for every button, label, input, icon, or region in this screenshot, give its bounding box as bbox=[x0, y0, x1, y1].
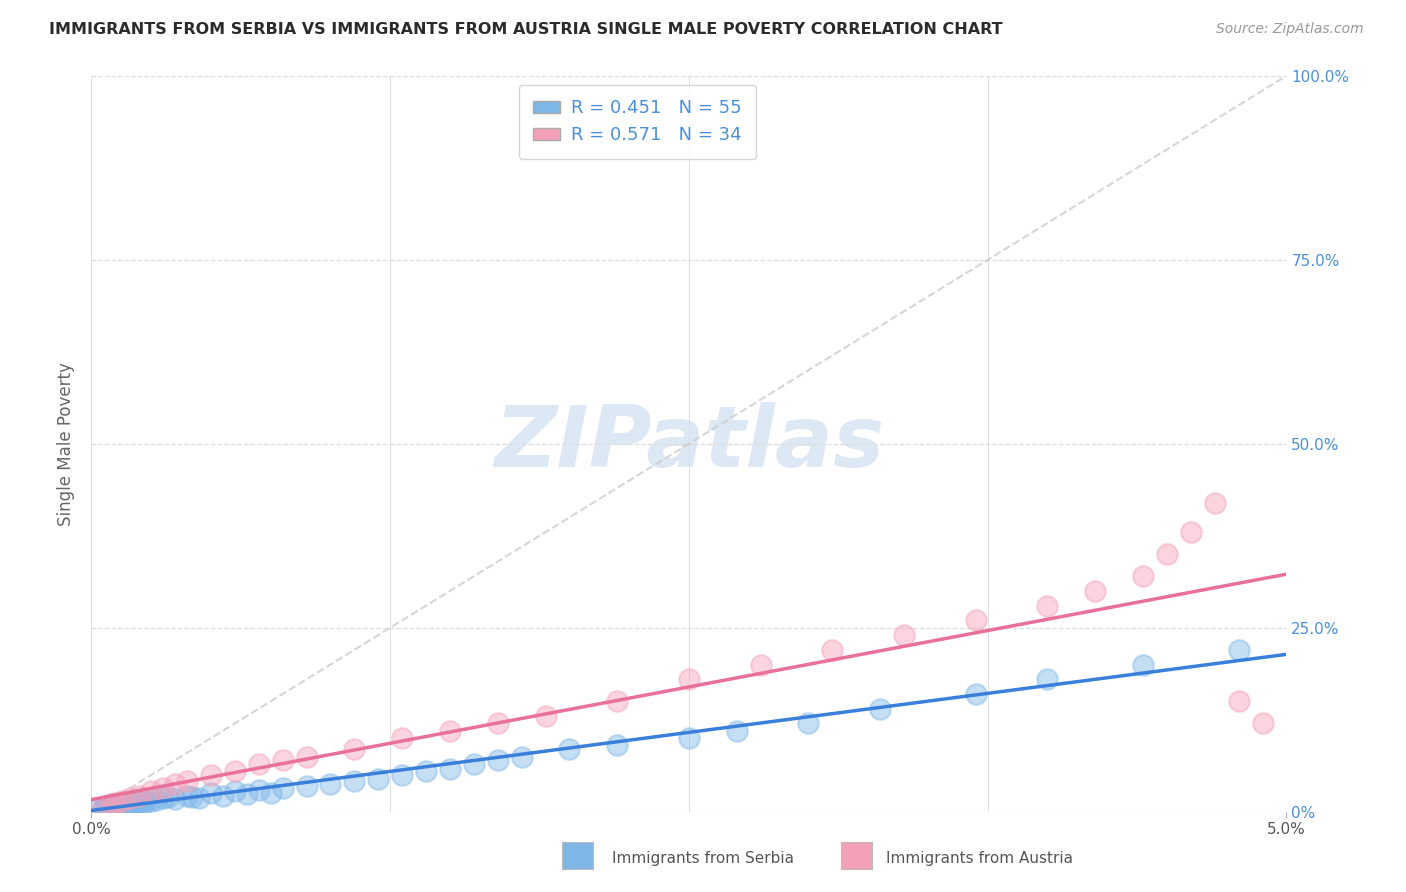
Point bbox=[678, 673, 700, 687]
Point bbox=[247, 756, 270, 771]
Point bbox=[104, 796, 127, 810]
Point bbox=[606, 739, 628, 753]
Point bbox=[97, 800, 120, 814]
Point bbox=[131, 794, 153, 808]
Point bbox=[94, 798, 117, 813]
Point bbox=[1036, 599, 1059, 613]
Point bbox=[271, 753, 294, 767]
Point bbox=[247, 782, 270, 797]
Legend: R = 0.451   N = 55, R = 0.571   N = 34: R = 0.451 N = 55, R = 0.571 N = 34 bbox=[519, 85, 756, 159]
Point bbox=[180, 790, 202, 805]
Point bbox=[128, 789, 150, 803]
Point bbox=[176, 789, 198, 803]
Text: Source: ZipAtlas.com: Source: ZipAtlas.com bbox=[1216, 22, 1364, 37]
Text: ZIPatlas: ZIPatlas bbox=[494, 402, 884, 485]
Point bbox=[259, 786, 281, 800]
Point bbox=[118, 797, 141, 812]
Point bbox=[343, 773, 366, 788]
Point bbox=[132, 796, 155, 810]
Point bbox=[319, 777, 342, 791]
Point bbox=[145, 793, 167, 807]
Point bbox=[235, 787, 259, 801]
Point bbox=[111, 794, 134, 808]
Point bbox=[295, 779, 318, 793]
Point bbox=[821, 642, 844, 657]
Point bbox=[1227, 642, 1250, 657]
Point bbox=[141, 784, 163, 798]
Point bbox=[725, 723, 748, 738]
Point bbox=[271, 781, 294, 796]
Point bbox=[1132, 657, 1154, 672]
Point bbox=[965, 687, 987, 701]
Point bbox=[176, 773, 198, 788]
Point bbox=[893, 628, 915, 642]
Point bbox=[343, 742, 366, 756]
Point bbox=[1132, 569, 1154, 583]
Point bbox=[486, 716, 509, 731]
Point bbox=[749, 657, 772, 672]
Point bbox=[125, 797, 148, 811]
Point bbox=[486, 753, 509, 767]
Point bbox=[439, 723, 461, 738]
Point bbox=[108, 796, 131, 810]
Point bbox=[606, 694, 628, 708]
Point bbox=[224, 784, 246, 798]
Point bbox=[121, 796, 143, 810]
Point bbox=[200, 786, 222, 800]
Point bbox=[510, 749, 533, 764]
Point bbox=[111, 797, 134, 812]
Point bbox=[463, 756, 485, 771]
Point bbox=[141, 794, 163, 808]
Point bbox=[367, 772, 389, 786]
Point bbox=[1227, 694, 1250, 708]
Text: IMMIGRANTS FROM SERBIA VS IMMIGRANTS FROM AUSTRIA SINGLE MALE POVERTY CORRELATIO: IMMIGRANTS FROM SERBIA VS IMMIGRANTS FRO… bbox=[49, 22, 1002, 37]
Point bbox=[135, 794, 157, 808]
Point bbox=[224, 764, 246, 779]
Point bbox=[93, 801, 115, 815]
Point bbox=[104, 798, 127, 813]
Point bbox=[534, 709, 557, 723]
Point bbox=[678, 731, 700, 746]
Point bbox=[1180, 524, 1202, 539]
Point bbox=[87, 801, 110, 815]
Point bbox=[163, 777, 186, 791]
Point bbox=[869, 701, 891, 715]
Point bbox=[391, 731, 413, 746]
Y-axis label: Single Male Poverty: Single Male Poverty bbox=[56, 362, 75, 525]
Point bbox=[1156, 547, 1178, 561]
Point bbox=[439, 762, 461, 776]
Point bbox=[114, 797, 136, 811]
Point bbox=[295, 749, 318, 764]
Point bbox=[163, 792, 186, 806]
Point bbox=[93, 800, 115, 814]
Point bbox=[558, 742, 581, 756]
Point bbox=[128, 795, 150, 809]
Point bbox=[115, 795, 138, 809]
Point bbox=[118, 791, 141, 805]
Point bbox=[200, 768, 222, 782]
Point bbox=[100, 799, 122, 814]
Point bbox=[107, 798, 129, 813]
Text: Immigrants from Austria: Immigrants from Austria bbox=[886, 851, 1073, 865]
Point bbox=[211, 789, 233, 803]
Point bbox=[415, 764, 437, 779]
Point bbox=[1036, 673, 1059, 687]
Point bbox=[156, 790, 179, 805]
Point bbox=[100, 797, 122, 812]
Point bbox=[965, 614, 987, 628]
Point bbox=[391, 768, 413, 782]
Point bbox=[152, 791, 174, 805]
Point bbox=[188, 791, 211, 805]
Text: Immigrants from Serbia: Immigrants from Serbia bbox=[612, 851, 793, 865]
Point bbox=[124, 794, 146, 808]
Point bbox=[797, 716, 820, 731]
Point bbox=[1251, 716, 1274, 731]
Point bbox=[152, 781, 174, 796]
Point bbox=[1084, 584, 1107, 599]
Point bbox=[1204, 496, 1226, 510]
Point bbox=[101, 797, 124, 812]
